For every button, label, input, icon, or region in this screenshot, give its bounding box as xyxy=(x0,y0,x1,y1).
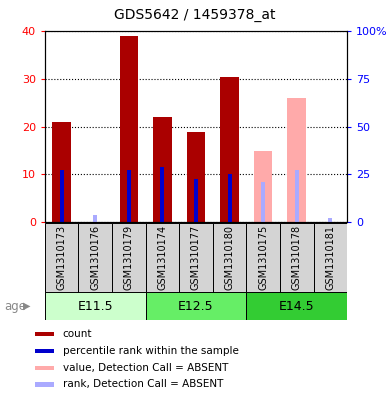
Bar xyxy=(213,223,246,293)
Bar xyxy=(120,36,138,222)
Bar xyxy=(194,179,198,222)
Bar xyxy=(227,174,232,222)
Text: value, Detection Call = ABSENT: value, Detection Call = ABSENT xyxy=(63,363,228,373)
Text: GSM1310180: GSM1310180 xyxy=(225,225,234,290)
Bar xyxy=(153,117,172,222)
Bar xyxy=(35,365,54,370)
Bar xyxy=(246,223,280,293)
Text: rank, Detection Call = ABSENT: rank, Detection Call = ABSENT xyxy=(63,379,223,389)
Text: GSM1310176: GSM1310176 xyxy=(90,225,100,290)
Bar xyxy=(179,223,213,293)
Bar xyxy=(160,167,165,222)
Bar xyxy=(35,349,54,353)
Bar xyxy=(52,122,71,222)
Text: GSM1310179: GSM1310179 xyxy=(124,225,134,290)
Text: percentile rank within the sample: percentile rank within the sample xyxy=(63,346,239,356)
Bar xyxy=(112,223,145,293)
Bar xyxy=(127,170,131,222)
Text: GSM1310181: GSM1310181 xyxy=(325,225,335,290)
Text: GSM1310174: GSM1310174 xyxy=(158,225,167,290)
Bar xyxy=(187,132,205,222)
Text: GSM1310173: GSM1310173 xyxy=(57,225,67,290)
Bar xyxy=(45,223,78,293)
Bar xyxy=(314,223,347,293)
Text: GSM1310175: GSM1310175 xyxy=(258,225,268,290)
Bar xyxy=(145,292,246,320)
Bar xyxy=(35,382,54,387)
Bar xyxy=(246,292,347,320)
Text: E14.5: E14.5 xyxy=(279,299,315,313)
Bar xyxy=(295,170,299,222)
Bar xyxy=(328,218,332,222)
Bar xyxy=(45,292,145,320)
Bar xyxy=(60,170,64,222)
Bar xyxy=(35,332,54,336)
Text: age: age xyxy=(4,299,26,313)
Text: GDS5642 / 1459378_at: GDS5642 / 1459378_at xyxy=(114,7,276,22)
Text: GSM1310177: GSM1310177 xyxy=(191,225,201,290)
Bar xyxy=(280,223,314,293)
Text: GSM1310178: GSM1310178 xyxy=(292,225,302,290)
Text: count: count xyxy=(63,329,92,339)
Bar xyxy=(78,223,112,293)
Bar xyxy=(254,151,272,222)
Bar xyxy=(287,98,306,222)
Text: E12.5: E12.5 xyxy=(178,299,214,313)
Bar xyxy=(261,182,265,222)
Bar xyxy=(93,215,97,222)
Text: ▶: ▶ xyxy=(23,301,30,311)
Bar xyxy=(145,223,179,293)
Text: E11.5: E11.5 xyxy=(77,299,113,313)
Bar xyxy=(220,77,239,222)
